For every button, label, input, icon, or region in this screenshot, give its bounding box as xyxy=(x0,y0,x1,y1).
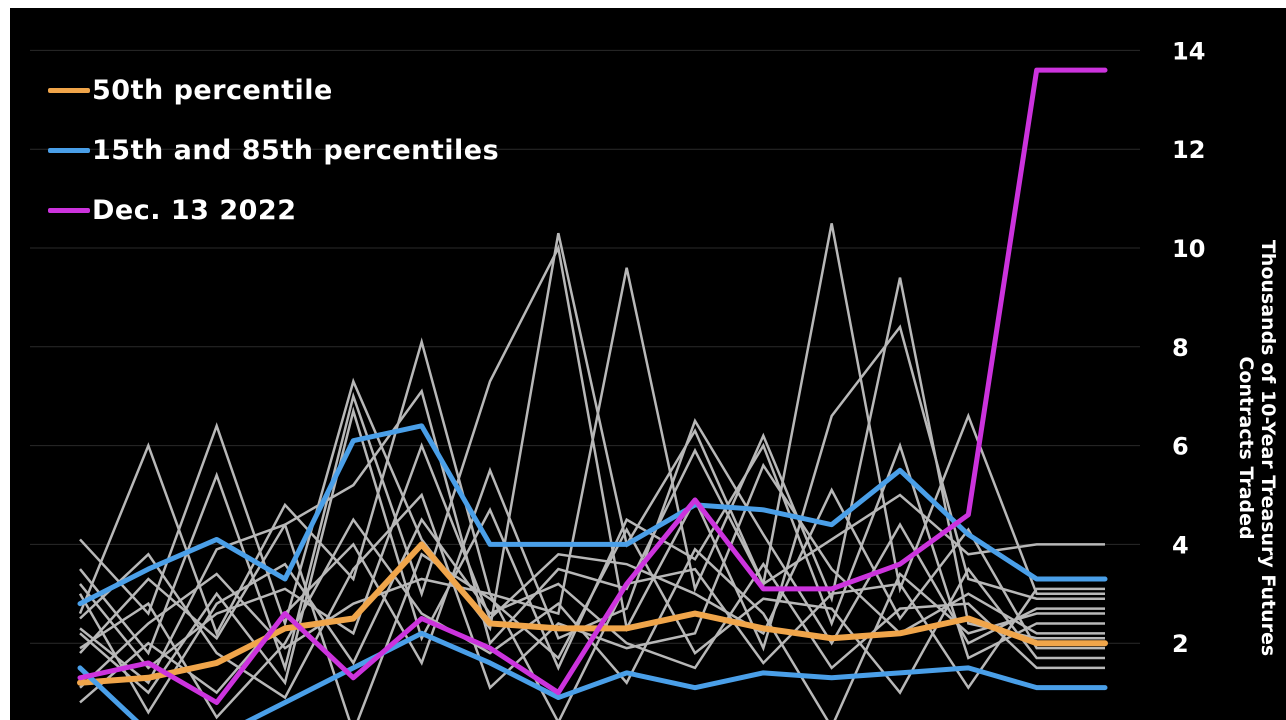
legend-swatch xyxy=(48,147,90,153)
background-series-line xyxy=(79,517,1105,720)
background-series-line xyxy=(79,567,1105,720)
y-tick-label: 4 xyxy=(1172,531,1189,559)
legend-item: 50th percentile xyxy=(48,60,499,120)
legend-label: 15th and 85th percentiles xyxy=(92,134,500,166)
series-line xyxy=(77,423,1108,607)
legend-label: Dec. 13 2022 xyxy=(92,194,297,226)
background-series-line xyxy=(79,523,1105,720)
background-series-line xyxy=(79,442,1105,670)
y-tick-label: 14 xyxy=(1172,37,1205,65)
line-chart: 2 4 6 8 10 12 14 Thousands of 10-Year Treasury … xyxy=(30,37,1279,720)
series-line xyxy=(77,541,1108,686)
y-tick-label: 2 xyxy=(1172,630,1189,658)
y-tick-label: 10 xyxy=(1172,235,1205,263)
legend-swatch xyxy=(48,207,90,213)
legend-item: Dec. 13 2022 xyxy=(48,180,499,240)
y-axis-title: Thousands of 10-Year Treasury Futures xyxy=(1257,240,1279,656)
y-tick-label: 8 xyxy=(1172,334,1189,362)
background-series-line xyxy=(79,418,1105,704)
background-series-line xyxy=(78,517,1105,715)
chart-panel: 2 4 6 8 10 12 14 Thousands of 10-Year Treasury … xyxy=(10,8,1286,720)
series-line xyxy=(77,67,1108,705)
background-series-line xyxy=(78,267,1105,640)
y-tick-label: 12 xyxy=(1172,136,1205,164)
legend: 50th percentile 15th and 85th percentiles… xyxy=(48,60,499,240)
background-series-line xyxy=(79,388,1105,654)
legend-item: 15th and 85th percentiles xyxy=(48,120,499,180)
legend-label: 50th percentile xyxy=(92,74,333,106)
legend-swatch xyxy=(48,87,90,93)
background-series-line xyxy=(79,223,1105,632)
y-axis-title: Contracts Traded xyxy=(1235,356,1257,539)
y-tick-label: 6 xyxy=(1172,433,1189,461)
background-series-line xyxy=(79,244,1105,673)
